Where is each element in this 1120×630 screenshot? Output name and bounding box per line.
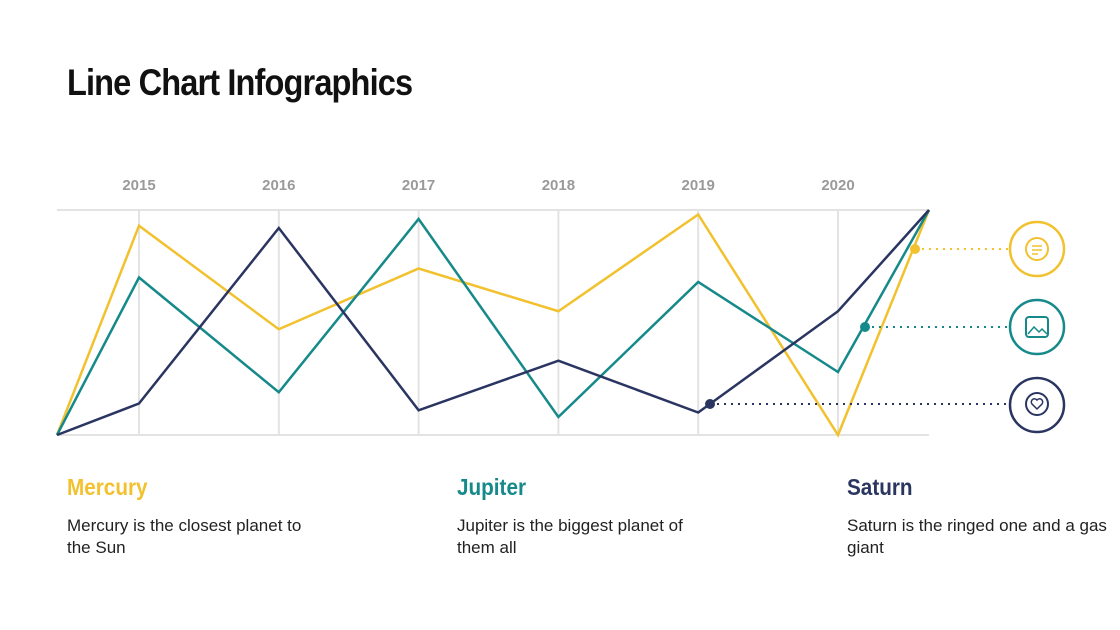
x-tick-label: 2020 — [821, 177, 854, 194]
legend-description: Jupiter is the biggest planet of them al… — [457, 516, 683, 557]
chart-title: Line Chart Infographics — [67, 62, 413, 103]
legend-name: Jupiter — [457, 474, 527, 500]
connector-dot — [705, 399, 715, 409]
legend-item: Saturn Saturn is the ringed one and a gas… — [847, 474, 1107, 559]
legend-name: Mercury — [67, 474, 148, 500]
legend-description: Saturn is the ringed one and a gas giant — [847, 516, 1107, 557]
legend-name: Saturn — [847, 474, 913, 500]
series-line — [55, 209, 931, 436]
icons — [1008, 220, 1066, 434]
connector-dot — [860, 322, 870, 332]
x-tick-label: 2015 — [122, 177, 155, 194]
legend-description: Mercury is the closest planet to the Sun — [67, 516, 302, 557]
x-tick-label: 2016 — [262, 177, 295, 194]
series-line — [55, 209, 931, 438]
connector-dot — [910, 244, 920, 254]
series-line — [56, 209, 930, 437]
legend-item: Mercury Mercury is the closest planet to … — [67, 474, 327, 559]
x-tick-label: 2017 — [402, 177, 435, 194]
x-tick-label: 2018 — [542, 177, 575, 194]
connectors — [710, 248, 1008, 405]
legend-item: Jupiter Jupiter is the biggest planet of … — [457, 474, 717, 559]
x-tick-label: 2019 — [682, 177, 715, 194]
